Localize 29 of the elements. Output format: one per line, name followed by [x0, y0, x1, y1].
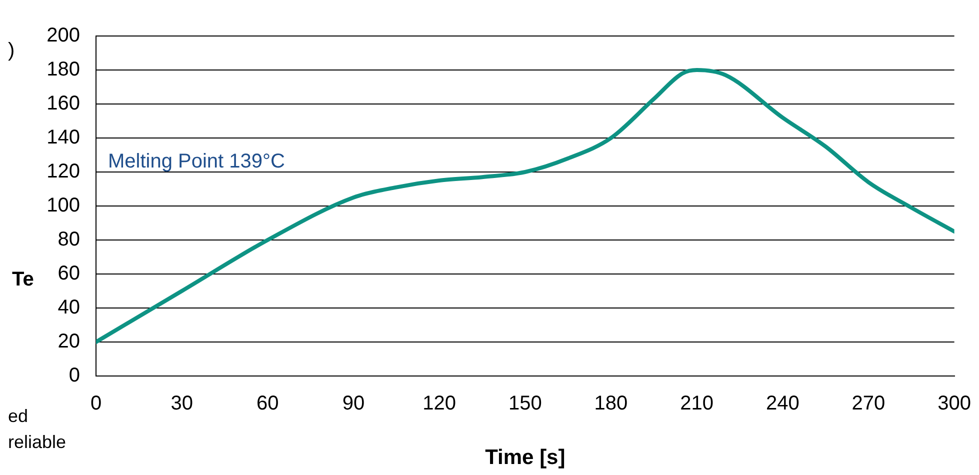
- y-tick-label: 160: [46, 92, 80, 115]
- y-tick-label: 120: [46, 160, 80, 183]
- line-series: [96, 68, 954, 344]
- x-tick-label: 210: [680, 392, 714, 415]
- y-tick-label: 100: [46, 194, 80, 217]
- y-tick-label: 40: [58, 296, 80, 319]
- y-tick-label: 200: [46, 24, 80, 47]
- annotation: Melting Point 139°C: [108, 150, 285, 173]
- x-tick-label: 30: [170, 392, 193, 415]
- x-tick-label: 270: [852, 392, 886, 415]
- y-tick-label: 180: [46, 58, 80, 81]
- x-axis-title: Time [s]: [485, 446, 566, 470]
- text: ): [8, 40, 15, 62]
- y-tick-label: 140: [46, 126, 80, 149]
- x-tick-label: 90: [342, 392, 365, 415]
- text: reliable: [8, 432, 66, 452]
- y-axis-title: Te: [12, 268, 34, 291]
- x-tick-label: 240: [766, 392, 800, 415]
- x-tick-label: 60: [256, 392, 279, 415]
- x-tick-label: 300: [938, 392, 972, 415]
- x-tick-label: 120: [422, 392, 456, 415]
- x-tick-label: 150: [508, 392, 542, 415]
- y-tick-label: 60: [58, 262, 80, 285]
- y-tick-label: 20: [58, 330, 80, 353]
- y-tick-label: 80: [58, 228, 80, 251]
- y-tick-label: 0: [68, 364, 80, 387]
- x-tick-label: 0: [90, 392, 102, 415]
- text: ed: [8, 406, 28, 426]
- x-tick-label: 180: [594, 392, 628, 415]
